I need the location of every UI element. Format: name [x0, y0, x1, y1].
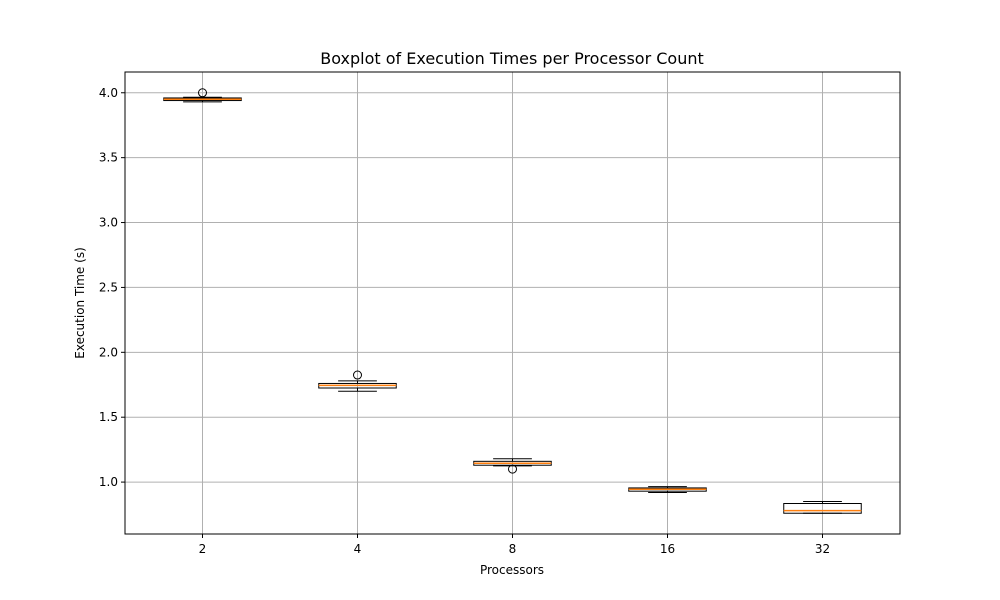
y-tick-label: 2.5	[99, 280, 118, 294]
y-tick-label: 1.5	[99, 410, 118, 424]
x-axis-label: Processors	[480, 563, 544, 577]
y-axis-label: Execution Time (s)	[73, 247, 87, 359]
y-tick-label: 2.0	[99, 345, 118, 359]
outlier-point	[198, 88, 207, 98]
x-tick-label: 8	[509, 542, 517, 556]
chart-title: Boxplot of Execution Times per Processor…	[320, 49, 704, 68]
x-tick-label: 32	[815, 542, 830, 556]
x-tick-label: 4	[354, 542, 362, 556]
y-tick-label: 1.0	[99, 475, 118, 489]
box-group	[163, 88, 862, 514]
outlier-point	[353, 370, 362, 380]
y-tick-label: 3.5	[99, 151, 118, 165]
x-tick-label: 2	[199, 542, 207, 556]
x-tick-label: 16	[660, 542, 675, 556]
x-ticks: 2 4 8 16 32	[199, 534, 830, 556]
y-tick-label: 3.0	[99, 216, 118, 230]
y-ticks: 1.0 1.5 2.0 2.5 3.0 3.5 4.0	[99, 86, 125, 489]
grid-lines	[125, 72, 900, 534]
outlier-point	[508, 464, 517, 474]
y-tick-label: 4.0	[99, 86, 118, 100]
box-iqr	[783, 503, 862, 514]
